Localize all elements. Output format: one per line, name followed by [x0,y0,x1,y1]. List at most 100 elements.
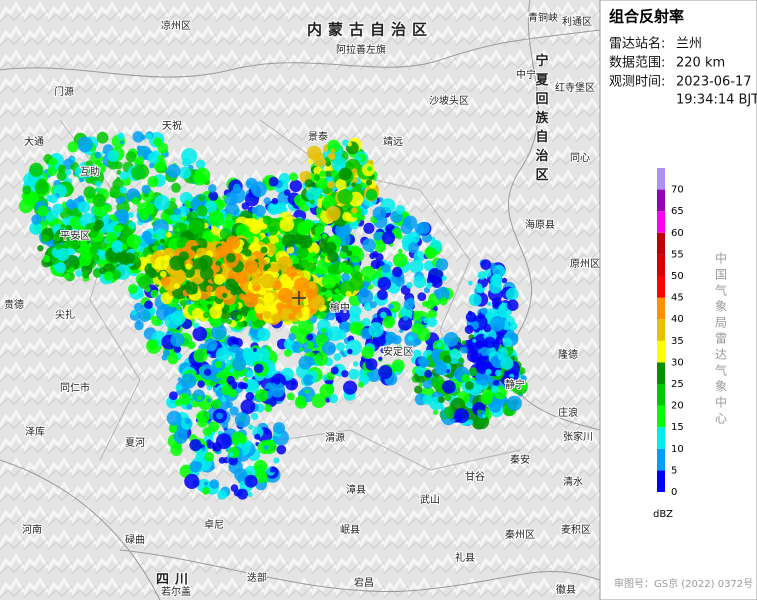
echo-cell [83,186,96,199]
legend-tick-label: 15 [671,422,684,433]
echo-cell [313,233,322,242]
review-number: 审图号：GS京 (2022) 0372号 [614,577,753,590]
echo-cell [204,452,215,462]
echo-cell [413,250,425,263]
echo-cell [185,299,192,306]
echo-cell [398,316,413,331]
echo-cell [208,421,220,432]
echo-cell [327,326,343,342]
place-label: 海原县 [525,218,555,231]
panel-title: 组合反射率 [609,8,684,26]
echo-cell [267,218,282,233]
echo-cell [206,285,213,293]
echo-cell [194,461,203,470]
echo-cell [37,205,49,217]
echo-cell [188,219,204,235]
echo-cell [47,166,57,177]
place-label: 景泰 [308,130,328,143]
place-label: 泽库 [25,425,45,438]
echo-cell [298,235,313,249]
echo-cell [237,488,248,500]
echo-cell [314,225,324,235]
echo-cell [392,252,408,268]
echo-cell [188,376,194,382]
place-label: 岷县 [340,524,360,536]
echo-cell [500,357,514,370]
echo-cell [475,283,483,291]
echo-cell [343,380,358,395]
echo-cell [284,349,292,357]
echo-cell [234,412,251,428]
echo-cell [281,233,296,248]
echo-cell [288,313,295,320]
echo-cell [22,185,32,195]
echo-cell [29,162,44,177]
echo-cell [272,280,283,291]
echo-cell [166,231,172,238]
place-label: 河南 [22,523,42,536]
echo-cell [254,433,261,440]
place-label: 甘谷 [465,470,485,483]
echo-cell [157,142,169,154]
echo-cell [37,245,44,252]
echo-cell [310,199,315,205]
echo-cell [269,381,285,398]
echo-cell [483,336,496,349]
echo-cell [286,392,295,401]
echo-cell [48,157,58,167]
echo-cell [306,333,314,341]
echo-cell [68,236,81,249]
echo-cell [427,309,437,319]
echo-cell [413,275,427,289]
echo-cell [368,322,384,338]
echo-cell [257,328,271,342]
echo-cell [485,368,492,375]
echo-cell [77,200,91,214]
echo-cell [201,447,206,451]
echo-cell [236,315,241,320]
echo-cell [75,269,83,277]
echo-cell [77,195,85,203]
echo-cell [203,311,210,319]
echo-cell [505,287,519,301]
echo-cell [506,395,522,411]
legend-swatch [657,470,665,492]
echo-cell [149,270,156,277]
echo-cell [493,379,500,386]
echo-cell [365,188,378,201]
place-label: 天祝 [162,119,182,132]
echo-cell [175,384,183,392]
echo-cell [255,388,269,402]
echo-cell [296,311,303,319]
echo-cell [299,259,310,269]
echo-cell [301,306,310,315]
echo-cell [263,266,268,272]
echo-cell [244,249,252,257]
echo-cell [417,292,427,301]
echo-cell [178,393,191,406]
echo-cell [333,353,342,361]
echo-cell [286,266,298,278]
echo-cell [337,189,353,205]
place-label: 宕昌 [354,576,374,589]
echo-cell [116,209,129,222]
echo-cell [495,369,502,377]
echo-cell [303,219,314,230]
legend-tick-label: 0 [671,487,677,498]
echo-cell [161,303,166,308]
echo-cell [195,159,206,169]
echo-cell [173,345,181,353]
place-label: 平安区 [60,229,90,242]
place-label: 秦安 [510,453,530,466]
echo-cell [248,424,254,430]
echo-cell [179,299,187,307]
legend-unit: dBZ [653,509,673,520]
credit: 中国气象局雷达气象中心 [714,251,728,428]
echo-cell [176,305,182,311]
echo-cell [141,184,151,194]
echo-cell [147,176,159,188]
echo-cell [186,259,191,264]
echo-cell [285,377,298,391]
echo-cell [277,287,293,303]
echo-cell [372,251,379,258]
